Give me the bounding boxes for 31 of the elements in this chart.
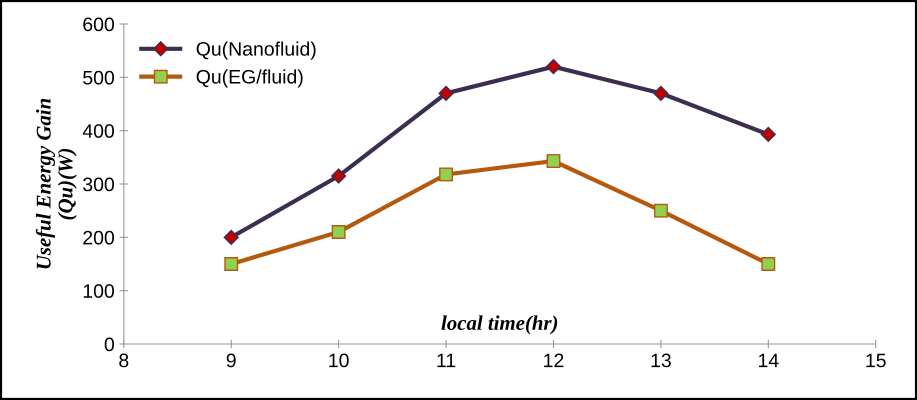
point xyxy=(439,167,453,182)
legend-label: Qu(EG/fluid) xyxy=(196,69,303,88)
y-tick-label: 200 xyxy=(83,230,114,245)
y-tick-label: 0 xyxy=(104,337,114,352)
y-tick-label: 500 xyxy=(83,70,114,85)
y-tick-label: 300 xyxy=(83,177,114,192)
point xyxy=(332,225,346,239)
x-tick-label: 14 xyxy=(758,354,779,368)
legend-label: Qu(Nanofluid) xyxy=(196,42,316,60)
y-axis-title: Useful Energy Gain (Qu)(W) xyxy=(36,98,77,269)
x-tick-label: 13 xyxy=(652,354,671,368)
x-tick-label: 8 xyxy=(119,354,128,368)
x-tick-label: 12 xyxy=(544,354,564,368)
x-tick-label: 11 xyxy=(437,354,456,368)
point xyxy=(760,126,776,142)
point xyxy=(546,59,562,74)
point xyxy=(224,257,238,271)
x-axis-title: local time(hr) xyxy=(441,315,558,334)
point xyxy=(761,257,776,271)
point xyxy=(654,204,668,218)
point xyxy=(653,86,668,101)
x-tick-label: 9 xyxy=(226,354,236,368)
point xyxy=(331,168,346,184)
x-tick-label: 15 xyxy=(866,354,886,368)
x-tick-label: 10 xyxy=(329,354,349,368)
y-tick-label: 400 xyxy=(82,124,114,138)
y-tick-label: 100 xyxy=(84,284,114,298)
point xyxy=(546,154,560,168)
point xyxy=(438,86,454,101)
point xyxy=(224,230,239,245)
y-tick-label: 600 xyxy=(83,17,114,32)
